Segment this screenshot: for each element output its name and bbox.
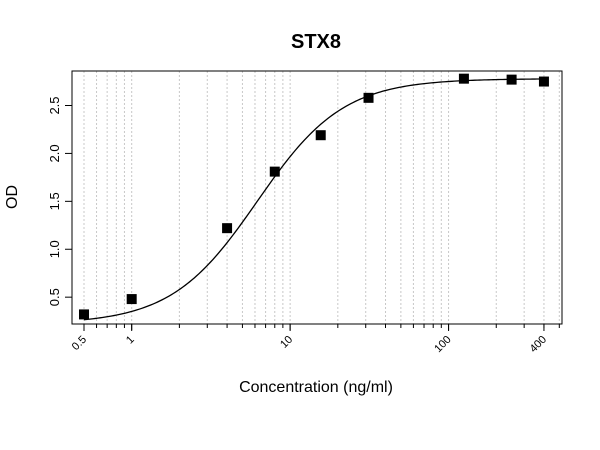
fitted-curve: [83, 78, 544, 321]
data-point: [78, 309, 89, 320]
data-point: [538, 76, 549, 87]
y-tick-label: 0.5: [47, 288, 62, 306]
data-point: [458, 73, 469, 84]
x-tick-label: 1: [124, 334, 137, 347]
grid-lines: [83, 71, 560, 324]
data-point: [126, 294, 137, 305]
data-point: [363, 92, 374, 103]
y-axis: 0.5 1.0 1.5 2.0 2.5: [47, 96, 72, 306]
data-point: [222, 223, 233, 234]
y-tick-label: 2.0: [47, 144, 62, 162]
plot-frame: [71, 70, 563, 325]
x-tick-label: 10: [278, 334, 295, 351]
x-tick-label: 100: [432, 334, 453, 355]
x-axis-label: Concentration (ng/ml): [239, 379, 393, 396]
y-tick-label: 1.5: [47, 192, 62, 210]
x-tick-label: 0.5: [70, 334, 89, 353]
data-point: [269, 166, 280, 177]
y-axis-label: OD: [4, 185, 21, 209]
x-axis: 0.5 1 10 100 400: [70, 324, 560, 355]
x-tick-label: 400: [528, 334, 549, 355]
y-tick-label: 1.0: [47, 240, 62, 258]
data-point: [315, 130, 326, 141]
data-point: [506, 74, 517, 85]
chart-title: STX8: [291, 31, 341, 53]
y-tick-label: 2.5: [47, 96, 62, 114]
data-points: [78, 73, 549, 320]
